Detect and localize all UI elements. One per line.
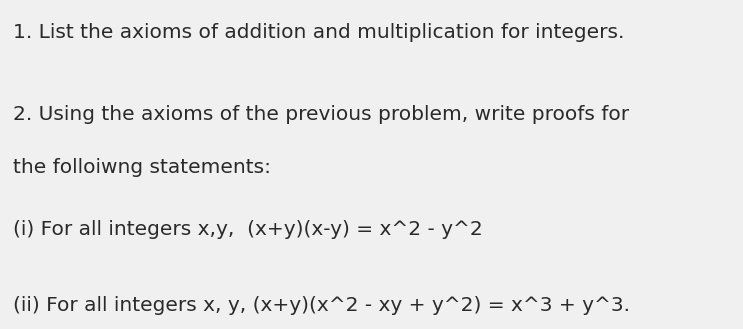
Text: (ii) For all integers x, y, (x+y)(x^2 - xy + y^2) = x^3 + y^3.: (ii) For all integers x, y, (x+y)(x^2 - … — [13, 296, 630, 315]
Text: (i) For all integers x,y,  (x+y)(x-y) = x^2 - y^2: (i) For all integers x,y, (x+y)(x-y) = x… — [13, 220, 483, 240]
Text: the folloiwng statements:: the folloiwng statements: — [13, 158, 271, 177]
Text: 2. Using the axioms of the previous problem, write proofs for: 2. Using the axioms of the previous prob… — [13, 105, 629, 124]
Text: 1. List the axioms of addition and multiplication for integers.: 1. List the axioms of addition and multi… — [13, 23, 625, 42]
